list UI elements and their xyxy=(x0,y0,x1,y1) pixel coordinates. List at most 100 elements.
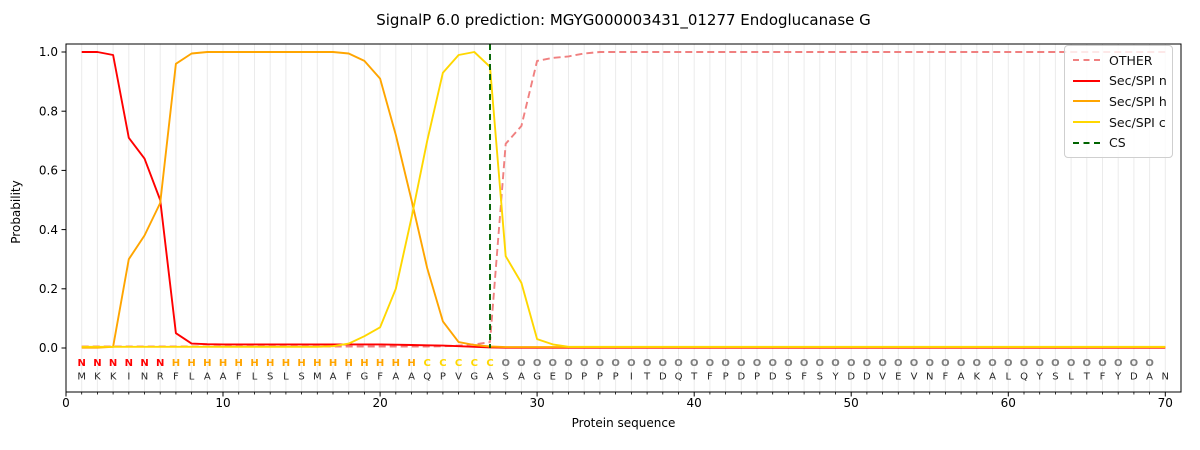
region-letter: N xyxy=(156,358,164,369)
legend-item: OTHER xyxy=(1073,53,1164,68)
residue-letter: S xyxy=(503,372,509,383)
residue-letter: K xyxy=(974,372,981,383)
region-letter: O xyxy=(1083,358,1092,369)
series-line-3 xyxy=(81,51,1166,348)
legend-swatch-3 xyxy=(1073,121,1100,124)
y-tick-label: 0.2 xyxy=(39,282,58,296)
region-letter: H xyxy=(345,358,353,369)
region-letter: O xyxy=(973,358,982,369)
region-letter: H xyxy=(282,358,290,369)
residue-letter: P xyxy=(581,372,587,383)
region-letter: O xyxy=(1067,358,1076,369)
region-letter: N xyxy=(140,358,148,369)
residue-letter: T xyxy=(643,372,651,383)
residue-letter: T xyxy=(1083,372,1091,383)
region-letter: O xyxy=(549,358,558,369)
region-letter: H xyxy=(219,358,227,369)
region-letter: H xyxy=(266,358,274,369)
residue-letter: Y xyxy=(1036,372,1044,383)
region-letter: H xyxy=(203,358,211,369)
residue-letter: L xyxy=(1068,372,1074,383)
region-letter: O xyxy=(737,358,746,369)
residue-letter: V xyxy=(911,372,918,383)
legend-swatch-2 xyxy=(1073,100,1100,103)
series-line-0 xyxy=(81,51,1166,348)
region-letter: O xyxy=(894,358,903,369)
residue-letter: A xyxy=(330,372,337,383)
gridlines xyxy=(81,44,1166,392)
residue-letter: L xyxy=(189,372,195,383)
residue-letter: A xyxy=(408,372,415,383)
residue-letter: I xyxy=(630,372,633,383)
region-letter: O xyxy=(1098,358,1107,369)
residue-letter: S xyxy=(267,372,273,383)
region-letter: C xyxy=(439,358,446,369)
region-letter: O xyxy=(784,358,793,369)
region-letter: O xyxy=(988,358,997,369)
series-line-2 xyxy=(81,51,1166,349)
region-letter: O xyxy=(1020,358,1029,369)
region-letter: O xyxy=(1035,358,1044,369)
region-letter: N xyxy=(93,358,101,369)
region-letter: O xyxy=(863,358,872,369)
region-letter: O xyxy=(1004,358,1013,369)
residue-letter: A xyxy=(220,372,227,383)
x-tick-label: 0 xyxy=(62,396,70,410)
region-letter: O xyxy=(706,358,715,369)
residue-letter: S xyxy=(298,372,304,383)
axes-and-ticks: 0 10 20 30 40 50 60 70 0.0 0.2 0.4 0.6 0.8 1.0 xyxy=(39,43,1182,410)
residue-letter: V xyxy=(879,372,886,383)
region-letter: C xyxy=(471,358,478,369)
region-letter: O xyxy=(753,358,762,369)
plot-border xyxy=(65,43,1182,393)
region-letter: O xyxy=(674,358,683,369)
residue-letter: D xyxy=(863,372,871,383)
residue-letter: E xyxy=(895,372,901,383)
region-letter: O xyxy=(533,358,542,369)
region-letter: O xyxy=(517,358,526,369)
region-letter: O xyxy=(690,358,699,369)
region-letter: H xyxy=(172,358,180,369)
legend-label: OTHER xyxy=(1109,52,1153,68)
x-tick-label: 20 xyxy=(372,396,387,410)
region-letter: O xyxy=(1145,358,1154,369)
residue-letter: P xyxy=(754,372,760,383)
region-letter: O xyxy=(564,358,573,369)
region-letter: H xyxy=(329,358,337,369)
region-letter: C xyxy=(486,358,493,369)
residue-letter: L xyxy=(1006,372,1012,383)
residue-letter: K xyxy=(110,372,117,383)
x-tick-label: 50 xyxy=(844,396,859,410)
residue-letter: F xyxy=(801,372,807,383)
y-tick-label: 0.0 xyxy=(39,341,58,355)
region-letter: O xyxy=(596,358,605,369)
legend-item: Sec/SPI n xyxy=(1073,73,1167,89)
residue-letter: A xyxy=(204,372,211,383)
legend-label: Sec/SPI n xyxy=(1109,73,1167,89)
legend-swatch-4 xyxy=(1073,141,1100,144)
residue-letter: S xyxy=(785,372,791,383)
residue-letter: F xyxy=(236,372,242,383)
residue-letter: Y xyxy=(1114,372,1122,383)
y-tick-label: 0.6 xyxy=(39,164,58,178)
region-letter: O xyxy=(611,358,620,369)
residue-letter: F xyxy=(1100,372,1106,383)
residue-letter: N xyxy=(1162,372,1169,383)
region-letter: C xyxy=(455,358,462,369)
residue-letter: Q xyxy=(1020,372,1028,383)
residue-letter: I xyxy=(127,372,130,383)
residue-letter: F xyxy=(707,372,713,383)
residue-letter: D xyxy=(565,372,573,383)
residue-letter: Q xyxy=(423,372,431,383)
residue-letter: A xyxy=(518,372,525,383)
x-tick-label: 10 xyxy=(215,396,230,410)
region-letter: H xyxy=(392,358,400,369)
x-tick-label: 60 xyxy=(1001,396,1016,410)
legend-label: Sec/SPI h xyxy=(1109,93,1167,109)
region-letter: H xyxy=(250,358,258,369)
region-letter: O xyxy=(816,358,825,369)
residue-letter: G xyxy=(470,372,478,383)
y-tick-label: 0.4 xyxy=(39,223,58,237)
